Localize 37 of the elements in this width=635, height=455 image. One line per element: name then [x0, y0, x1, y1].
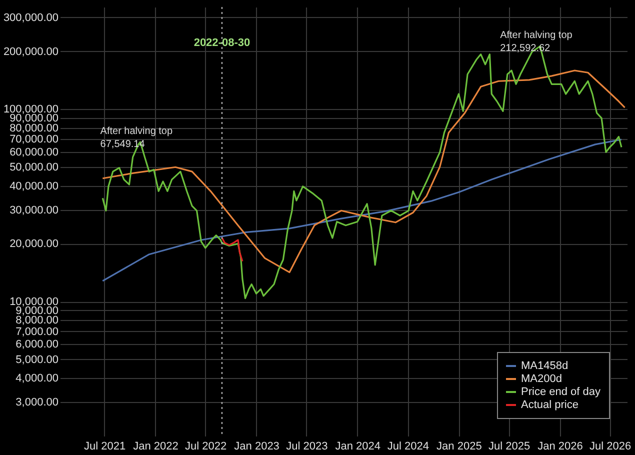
y-tick-label: 300,000.00	[3, 12, 58, 24]
ref-line-label: 2022-08-30	[194, 37, 250, 49]
x-tick-label: Jul 2023	[286, 440, 328, 452]
y-tick-label: 20,000.00	[10, 238, 58, 250]
x-tick-label: Jan 2022	[133, 440, 178, 452]
y-tick-label: 200,000.00	[3, 46, 58, 58]
y-tick-label: 6,000.00	[16, 338, 58, 351]
y-tick-label: 80,000.00	[10, 122, 58, 134]
line-series	[102, 138, 622, 282]
line-series	[102, 45, 622, 300]
x-tick-label: Jul 2021	[84, 440, 126, 452]
x-tick-label: Jan 2024	[335, 440, 380, 452]
line-series	[102, 70, 626, 274]
y-tick-label: 5,000.00	[16, 354, 58, 366]
x-tick-label: Jan 2023	[234, 440, 280, 452]
y-tick-label: 9,000.00	[16, 304, 58, 317]
x-tick-label: Jul 2026	[590, 440, 632, 452]
y-tick-label: 70,000.00	[10, 134, 58, 146]
y-tick-label: 90,000.00	[10, 112, 58, 125]
y-tick-label: 3,000.00	[16, 396, 58, 409]
x-tick-label: Jul 2024	[387, 440, 430, 452]
y-tick-label: 60,000.00	[10, 146, 58, 158]
legend-label: MA200d	[521, 373, 562, 385]
y-tick-label: 4,000.00	[16, 372, 58, 385]
legend-label: Price end of day	[521, 386, 601, 398]
y-tick-label: 8,000.00	[16, 314, 58, 327]
line-series	[221, 236, 244, 262]
y-tick-label: 30,000.00	[10, 204, 58, 216]
x-tick-label: Jan 2026	[538, 440, 583, 452]
y-tick-label: 7,000.00	[16, 326, 58, 338]
legend-label: MA1458d	[521, 360, 568, 372]
x-tick-label: Jul 2025	[488, 440, 530, 452]
x-tick-label: Jan 2025	[436, 440, 482, 452]
y-tick-label: 40,000.00	[10, 180, 58, 192]
x-tick-label: Jul 2022	[185, 440, 227, 452]
legend-label: Actual price	[521, 399, 578, 411]
y-tick-label: 50,000.00	[10, 162, 58, 174]
